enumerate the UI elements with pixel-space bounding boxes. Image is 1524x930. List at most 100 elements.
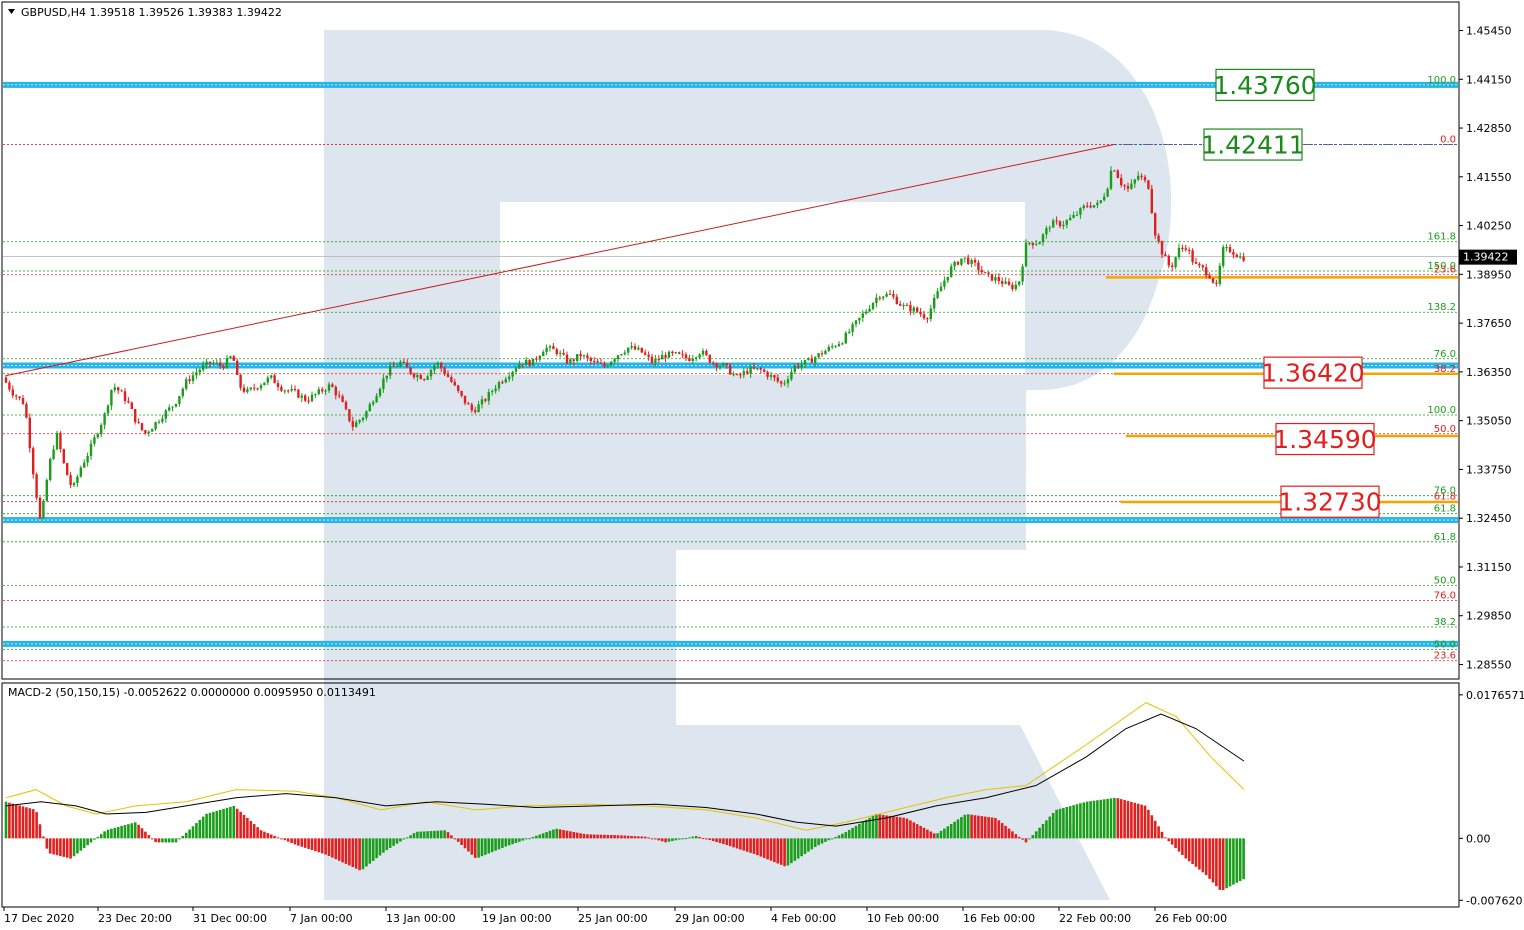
collapse-triangle-icon[interactable] [8, 9, 15, 14]
symbol-header: GBPUSD,H4 1.39518 1.39526 1.39383 1.3942… [21, 6, 282, 19]
macd-histogram-bar [147, 835, 151, 839]
candle-body [290, 388, 293, 391]
candle-body [423, 379, 426, 381]
candle-body [21, 398, 25, 405]
macd-histogram-bar [140, 828, 144, 839]
macd-histogram-bar [14, 804, 18, 839]
macd-histogram-bar [256, 827, 259, 839]
candle-body [1228, 247, 1232, 253]
candle-body [1038, 242, 1041, 245]
macd-histogram-bar [470, 838, 474, 855]
macd-histogram-bar [358, 838, 361, 871]
macd-histogram-bar [188, 829, 191, 839]
macd-histogram-bar [858, 823, 861, 839]
candle-body [205, 361, 208, 366]
macd-histogram-bar [1160, 831, 1164, 839]
macd-histogram-bar [86, 838, 89, 846]
macd-histogram-bar [76, 838, 79, 854]
macd-histogram-bar [198, 819, 202, 839]
candle-body [613, 359, 616, 362]
candle-body [902, 304, 905, 306]
macd-histogram-bar [1065, 806, 1069, 839]
candle-body [181, 388, 184, 397]
macd-histogram-bar [783, 838, 786, 867]
candle-body [151, 429, 154, 432]
macd-histogram-bar [623, 835, 627, 839]
macd-histogram-bar [538, 834, 542, 839]
candle-body [480, 399, 484, 405]
candle-body [385, 375, 388, 379]
candle-body [1079, 208, 1082, 215]
candle-body [188, 379, 191, 382]
macd-histogram-bar [1184, 838, 1188, 859]
macd-histogram-bar [854, 825, 858, 839]
candle-body [912, 307, 915, 312]
macd-histogram-bar [1007, 828, 1011, 839]
candle-body [1191, 250, 1194, 262]
macd-histogram-bar [626, 835, 630, 839]
candle-body [171, 406, 174, 408]
macd-histogram-bar [997, 820, 1001, 839]
macd-histogram-bar [1079, 803, 1082, 839]
candle-body [460, 390, 463, 396]
macd-histogram-bar [528, 838, 531, 840]
candle-body [1001, 281, 1004, 284]
macd-histogram-bar [327, 838, 331, 857]
macd-histogram-bar [1017, 836, 1021, 839]
macd-histogram-bar [456, 838, 460, 842]
candle-body [562, 352, 565, 355]
macd-histogram-bar [970, 814, 973, 839]
macd-histogram-bar [660, 838, 664, 842]
candle-body [576, 354, 579, 361]
candle-body [236, 360, 239, 375]
candle-body [130, 402, 133, 410]
candle-body [62, 449, 65, 464]
macd-histogram-bar [759, 838, 763, 857]
candle-body [851, 324, 854, 332]
candle-body [1082, 205, 1085, 209]
macd-histogram-bar [48, 838, 52, 854]
candle-body [582, 355, 586, 357]
macd-histogram-bar [1089, 801, 1092, 839]
macd-histogram-bar [123, 825, 127, 839]
candle-body [599, 362, 603, 364]
macd-histogram-bar [875, 814, 878, 839]
macd-histogram-bar [307, 838, 310, 849]
candle-body [1194, 261, 1198, 264]
candle-body [484, 399, 487, 401]
macd-histogram-bar [314, 838, 317, 852]
macd-histogram-bar [827, 838, 831, 841]
macd-histogram-bar [766, 838, 769, 860]
candle-body [623, 352, 626, 355]
candle-body [382, 378, 385, 389]
candle-body [66, 463, 69, 476]
candle-body [695, 357, 698, 359]
macd-histogram-bar [184, 832, 188, 839]
candle-body [1171, 265, 1174, 268]
macd-histogram-bar [252, 824, 256, 839]
price-callout-box [1215, 68, 1315, 102]
candle-body [834, 346, 837, 348]
candle-body [433, 365, 436, 371]
candle-body [106, 405, 110, 414]
price-callout-box [1203, 128, 1303, 161]
x-tick-label: 25 Jan 00:00 [578, 912, 648, 925]
candle-body [212, 363, 215, 365]
macd-histogram-bar [72, 838, 76, 857]
macd-histogram-bar [1085, 801, 1089, 839]
macd-histogram-bar [263, 831, 266, 839]
macd-histogram-bar [504, 838, 508, 847]
macd-histogram-bar [786, 838, 790, 866]
candle-body [1004, 281, 1007, 284]
macd-histogram-bar [89, 838, 93, 843]
candle-body [453, 381, 456, 386]
candle-body [980, 270, 983, 273]
candle-body [52, 449, 55, 459]
candle-body [525, 360, 528, 365]
macd-histogram-bar [416, 831, 419, 839]
fib-label: 38.2 [1434, 617, 1456, 628]
macd-histogram-bar [824, 838, 827, 842]
macd-histogram-bar [871, 815, 875, 839]
x-tick-label: 26 Feb 00:00 [1155, 912, 1227, 925]
y-tick-label: 1.29850 [1466, 610, 1512, 623]
